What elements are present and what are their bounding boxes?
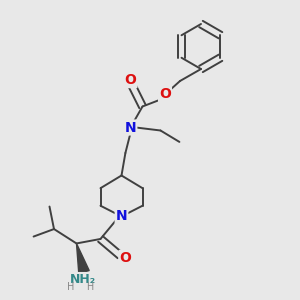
Polygon shape — [76, 244, 89, 273]
Text: O: O — [159, 88, 171, 101]
Text: NH₂: NH₂ — [69, 273, 96, 286]
Text: O: O — [119, 251, 131, 265]
Text: O: O — [124, 73, 136, 87]
Text: N: N — [116, 209, 127, 224]
Text: H    H: H H — [68, 282, 94, 292]
Text: N: N — [125, 121, 136, 134]
